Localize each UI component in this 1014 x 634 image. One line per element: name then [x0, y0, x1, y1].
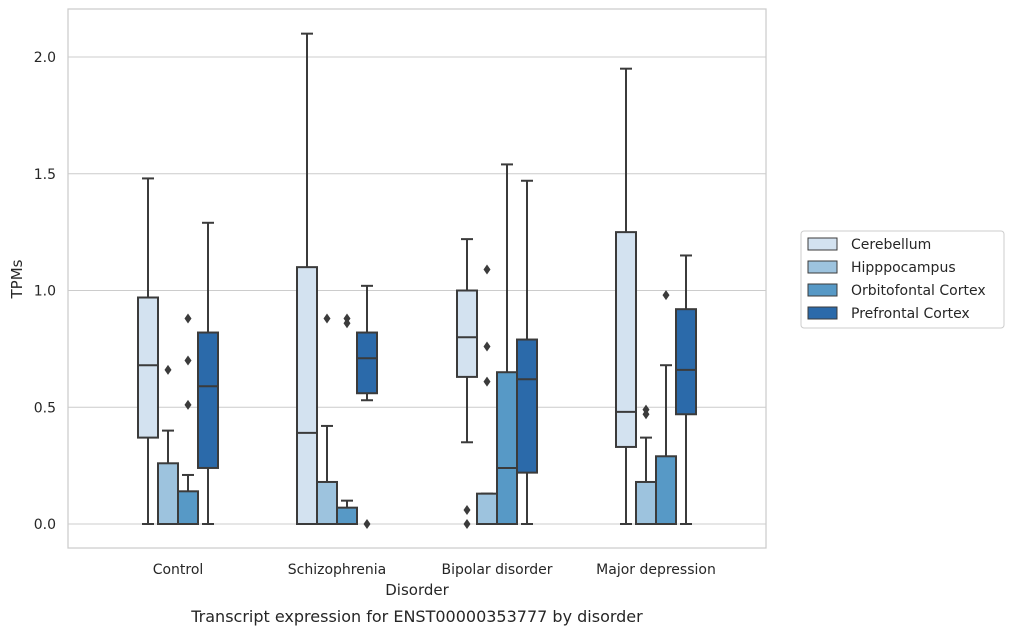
legend-label: Hipppocampus [851, 260, 956, 276]
plot-frame [67, 8, 767, 549]
box-group [635, 404, 657, 525]
outlier-point [483, 341, 491, 352]
box [336, 506, 358, 525]
box [316, 480, 338, 525]
y-tick-label: 0.0 [34, 517, 56, 533]
legend-swatch [807, 283, 838, 297]
box-group [316, 313, 338, 525]
box [356, 331, 378, 395]
outlier-point [662, 290, 670, 301]
box-group [177, 313, 199, 525]
outlier-point [483, 376, 491, 387]
box-group [615, 67, 637, 525]
legend-frame [800, 230, 1005, 329]
legend-swatch [807, 306, 838, 320]
outlier-point [184, 355, 192, 366]
box [476, 492, 498, 525]
legend-label: Cerebellum [851, 237, 931, 253]
y-tick-labels: 0.0 0.5 1.0 1.5 2.0 [34, 50, 56, 533]
outlier-point [343, 318, 351, 329]
box-group [655, 290, 677, 525]
box [137, 296, 159, 439]
x-tick-label: Schizophrenia [288, 562, 386, 578]
y-tick-label: 1.5 [34, 167, 56, 183]
box-group [137, 177, 159, 525]
legend-label: Prefrontal Cortex [851, 306, 970, 322]
box-group [336, 313, 358, 525]
box-group [296, 32, 318, 525]
box [635, 480, 657, 525]
outlier-point [184, 313, 192, 324]
box [496, 371, 518, 525]
box-group [516, 179, 538, 525]
box [456, 289, 478, 378]
box [197, 331, 219, 469]
outlier-point [363, 519, 371, 529]
legend-swatch [807, 237, 838, 251]
outlier-point [164, 364, 172, 375]
x-axis-label: Disorder [385, 581, 449, 599]
box [655, 455, 677, 525]
outlier-point [463, 519, 471, 529]
outlier-point [463, 504, 471, 515]
box [615, 231, 637, 448]
box [177, 490, 199, 525]
box-group [675, 254, 697, 525]
box-group [456, 238, 478, 529]
box-group [197, 221, 219, 525]
legend: Cerebellum Hipppocampus Orbitofontal Corte… [800, 230, 1005, 329]
box [675, 308, 697, 416]
outlier-point [184, 399, 192, 410]
y-tick-label: 0.5 [34, 400, 56, 416]
x-tick-labels: Control Schizophrenia Bipolar disorder Majo… [153, 562, 716, 578]
box [516, 338, 538, 474]
y-tick-label: 2.0 [34, 50, 56, 66]
outlier-point [483, 264, 491, 275]
outlier-point [642, 409, 650, 420]
x-tick-label: Major depression [596, 562, 716, 578]
box-group [356, 284, 378, 529]
x-tick-label: Bipolar disorder [441, 562, 552, 578]
box [157, 462, 179, 526]
x-tick-label: Control [153, 562, 204, 578]
outlier-point [323, 313, 331, 324]
box-plots [137, 32, 697, 529]
y-tick-label: 1.0 [34, 284, 56, 300]
legend-swatch [807, 260, 838, 274]
legend-label: Orbitofontal Cortex [851, 283, 986, 299]
box [296, 266, 318, 525]
plot-background [68, 9, 766, 548]
figure-caption: Transcript expression for ENST0000035377… [190, 607, 643, 626]
y-axis-label: TPMs [8, 259, 26, 299]
